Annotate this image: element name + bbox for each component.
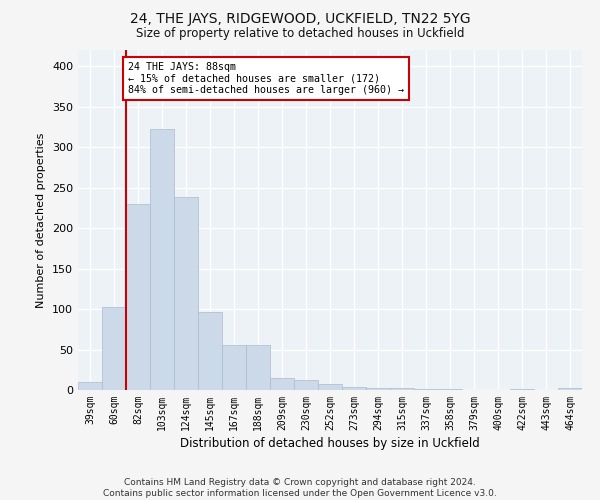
Bar [102, 308, 126, 390]
Text: Size of property relative to detached houses in Uckfield: Size of property relative to detached ho… [136, 28, 464, 40]
Bar [198, 312, 222, 390]
Text: 24, THE JAYS, RIDGEWOOD, UCKFIELD, TN22 5YG: 24, THE JAYS, RIDGEWOOD, UCKFIELD, TN22 … [130, 12, 470, 26]
Bar [246, 346, 270, 390]
Text: Contains HM Land Registry data © Crown copyright and database right 2024.
Contai: Contains HM Land Registry data © Crown c… [103, 478, 497, 498]
Bar [270, 378, 294, 390]
Text: 24 THE JAYS: 88sqm
← 15% of detached houses are smaller (172)
84% of semi-detach: 24 THE JAYS: 88sqm ← 15% of detached hou… [128, 62, 404, 96]
Y-axis label: Number of detached properties: Number of detached properties [37, 132, 46, 308]
Bar [318, 384, 342, 390]
Bar [150, 128, 174, 390]
Bar [414, 389, 438, 390]
Bar [558, 388, 582, 390]
Bar [342, 387, 366, 390]
Bar [222, 346, 246, 390]
Bar [294, 380, 318, 390]
Bar [78, 382, 102, 390]
Bar [390, 388, 414, 390]
Bar [174, 198, 198, 390]
Bar [366, 388, 390, 390]
Bar [438, 389, 462, 390]
X-axis label: Distribution of detached houses by size in Uckfield: Distribution of detached houses by size … [180, 437, 480, 450]
Bar [126, 204, 150, 390]
Bar [510, 389, 534, 390]
